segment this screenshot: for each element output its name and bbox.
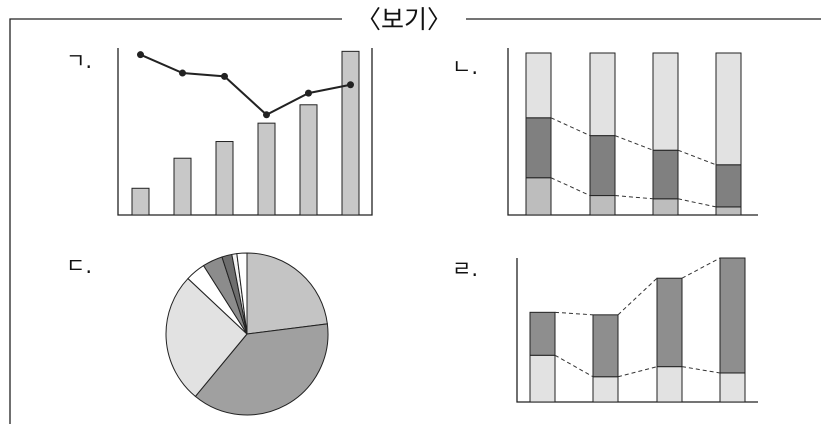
point-a-5 xyxy=(305,89,312,97)
bar-b-1-seg-3 xyxy=(525,52,552,119)
slice-c-3 xyxy=(165,277,248,398)
point-a-1 xyxy=(137,51,144,59)
point-a-6 xyxy=(347,81,354,89)
slice-c-8 xyxy=(236,252,248,335)
bar-b-2-seg-1 xyxy=(589,195,616,216)
line-a xyxy=(140,53,351,117)
bar-a-1 xyxy=(131,187,150,216)
connector-d-1-2 xyxy=(554,311,594,316)
point-a-3 xyxy=(221,72,228,80)
connector-d-2-2 xyxy=(617,277,658,316)
bar-a-6 xyxy=(341,50,360,216)
bar-d-4-seg-1 xyxy=(719,372,746,403)
panel-label-b: ㄴ. xyxy=(452,55,478,79)
connector-b-2-1 xyxy=(614,195,654,200)
bar-b-3-seg-2 xyxy=(652,149,679,200)
bar-d-2-seg-2 xyxy=(592,314,619,378)
connector-b-1-1 xyxy=(550,177,591,197)
bar-d-4-seg-2 xyxy=(719,257,746,374)
point-a-4 xyxy=(263,111,270,119)
chart-a xyxy=(117,48,373,216)
bar-b-2-seg-3 xyxy=(589,52,616,137)
box-title: 〈보기〉 xyxy=(356,5,452,34)
connector-b-3-1 xyxy=(677,198,717,208)
point-a-2 xyxy=(179,69,186,77)
bar-b-3-seg-3 xyxy=(652,52,679,151)
connector-b-3-2 xyxy=(677,149,717,166)
connector-d-3-1 xyxy=(681,366,721,374)
bar-b-1-seg-1 xyxy=(525,177,552,216)
panel-label-a: ㄱ. xyxy=(66,49,92,73)
chart-a-frame xyxy=(117,48,373,216)
outer-frame xyxy=(9,18,821,424)
panel-label-c: ㄷ. xyxy=(66,254,92,278)
connector-b-2-2 xyxy=(614,135,654,151)
bar-b-1-seg-2 xyxy=(525,117,552,179)
panel-label-d: ㄹ. xyxy=(452,257,478,281)
bar-b-4-seg-3 xyxy=(715,52,742,166)
connector-d-2-1 xyxy=(617,366,658,378)
bar-b-2-seg-2 xyxy=(589,135,616,197)
bar-a-3 xyxy=(215,141,234,216)
bar-a-2 xyxy=(173,157,192,216)
bar-a-4 xyxy=(257,122,276,216)
connector-d-1-1 xyxy=(554,354,594,378)
bar-d-1-seg-2 xyxy=(529,311,556,356)
chart-d xyxy=(516,257,758,403)
connector-b-1-2 xyxy=(550,117,591,137)
bar-a-5 xyxy=(299,104,318,216)
chart-c xyxy=(165,252,329,416)
bar-d-3-seg-2 xyxy=(656,277,683,368)
bar-d-1-seg-1 xyxy=(529,354,556,403)
chart-b xyxy=(507,48,758,216)
bar-b-4-seg-1 xyxy=(715,206,742,216)
bar-b-4-seg-2 xyxy=(715,164,742,208)
slice-c-1 xyxy=(246,252,328,335)
connector-d-3-2 xyxy=(681,257,721,279)
bar-d-3-seg-1 xyxy=(656,366,683,403)
slice-c-2 xyxy=(194,323,329,416)
bar-d-2-seg-1 xyxy=(592,376,619,403)
bar-b-3-seg-1 xyxy=(652,198,679,216)
